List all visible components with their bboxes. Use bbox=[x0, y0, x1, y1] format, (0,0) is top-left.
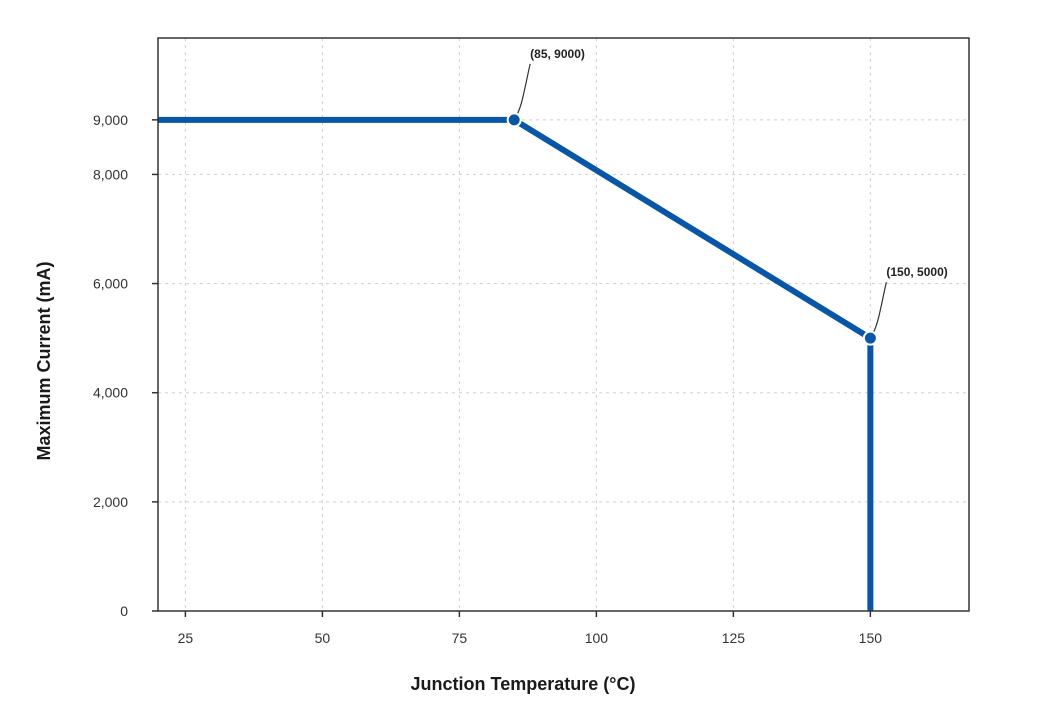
series-line bbox=[158, 116, 874, 611]
plot-frame bbox=[157, 37, 970, 612]
data-point-marker bbox=[862, 330, 878, 346]
y-axis-title: Maximum Current (mA) bbox=[34, 261, 54, 460]
annotation-layer: (85, 9000) (150, 5000) bbox=[506, 47, 948, 346]
x-tick-label: 75 bbox=[452, 630, 468, 646]
y-tick-label: 4,000 bbox=[93, 385, 128, 401]
y-tick-label: 2,000 bbox=[93, 494, 128, 510]
annotation-leader bbox=[513, 63, 531, 121]
data-point-marker bbox=[506, 112, 522, 128]
x-tick-label: 150 bbox=[859, 630, 883, 646]
annotation-label: (85, 9000) bbox=[530, 47, 585, 61]
y-tick-label: 6,000 bbox=[93, 276, 128, 292]
annotation-label: (150, 5000) bbox=[886, 265, 947, 279]
x-tick-label: 125 bbox=[722, 630, 746, 646]
tick-layer: 25 50 75 100 125 150 0 2,000 4,000 6,000 8,000 9,00… bbox=[93, 112, 882, 646]
y-tick-label: 8,000 bbox=[93, 166, 128, 182]
y-tick-label: 0 bbox=[120, 603, 128, 619]
x-axis-title: Junction Temperature (°C) bbox=[411, 674, 636, 694]
x-tick-label: 25 bbox=[178, 630, 194, 646]
annotation-leader bbox=[869, 282, 887, 339]
x-tick-label: 50 bbox=[315, 630, 331, 646]
x-tick-label: 100 bbox=[585, 630, 609, 646]
y-tick-label: 9,000 bbox=[93, 112, 128, 128]
series-layer bbox=[158, 116, 874, 611]
